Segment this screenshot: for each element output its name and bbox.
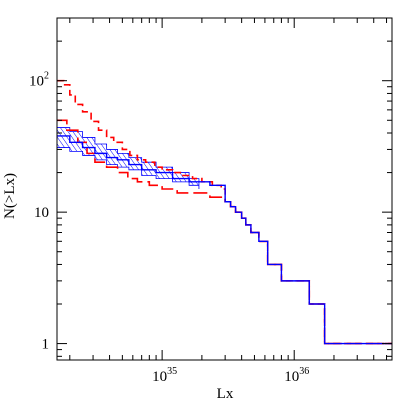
series-line-blue-solid bbox=[57, 135, 392, 345]
y-axis-label: N(>Lx) bbox=[2, 173, 18, 219]
y-tick-label: 102 bbox=[29, 71, 49, 90]
uncertainty-band bbox=[56, 127, 200, 189]
x-tick-label: 1036 bbox=[284, 366, 309, 385]
plot-frame bbox=[56, 17, 393, 361]
series-layer bbox=[57, 79, 392, 345]
x-axis-label: Lx bbox=[217, 386, 234, 402]
tick-labels: 1035 1036 1 10 102 bbox=[29, 71, 309, 385]
ticks-layer bbox=[57, 17, 392, 360]
band-layer bbox=[56, 127, 200, 189]
y-tick-label: 1 bbox=[42, 337, 50, 353]
x-tick-label: 1035 bbox=[152, 366, 177, 385]
series-line-red-dashed bbox=[57, 79, 392, 345]
y-tick-label: 10 bbox=[34, 205, 49, 221]
